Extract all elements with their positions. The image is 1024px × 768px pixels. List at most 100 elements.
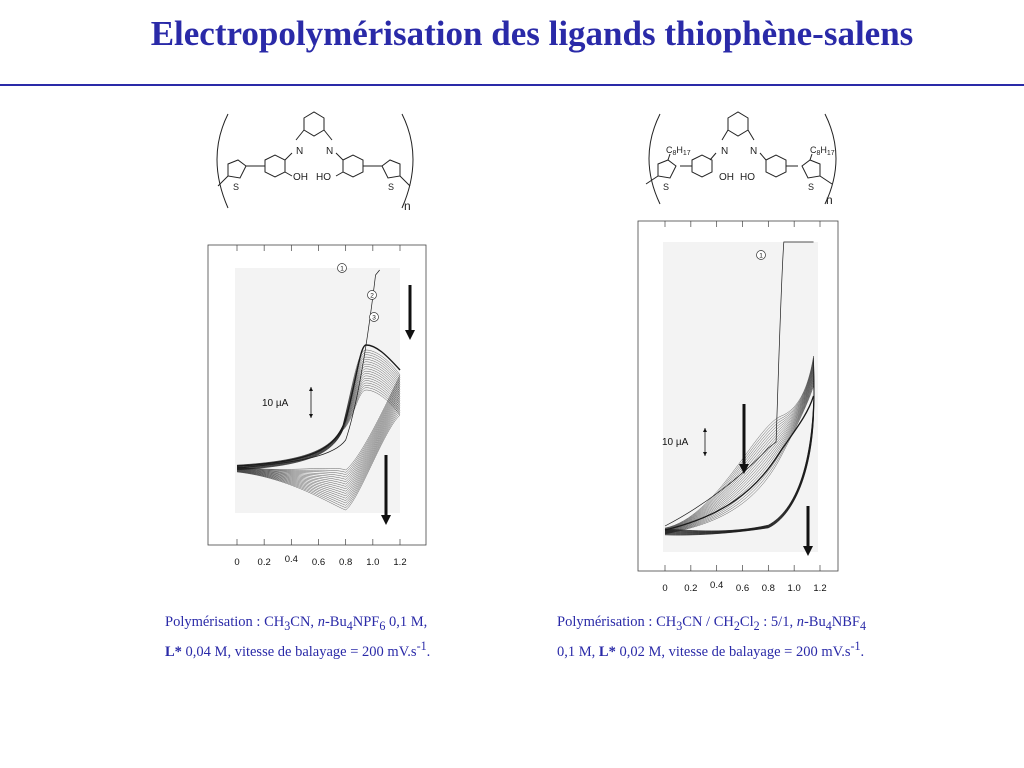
right-n2: N <box>750 146 757 157</box>
cv-anodic-trace <box>236 375 401 469</box>
cv-anodic-trace <box>236 389 401 471</box>
cv-cathodic-trace <box>236 374 401 471</box>
right-oh: OH <box>719 172 734 183</box>
cv-cathodic-trace <box>236 393 401 490</box>
cv-cathodic-trace <box>236 400 401 497</box>
cv-anodic-trace <box>664 366 814 531</box>
right-structure: C8H17 C8H17 N N OH HO S S n <box>645 111 837 207</box>
cycle-marker-2 <box>367 290 377 300</box>
cv-anodic-trace <box>664 363 814 530</box>
cv-anodic-trace <box>664 355 814 529</box>
left-oh: OH <box>293 172 308 183</box>
current-scale-bar-label: 10 µA <box>262 398 289 409</box>
right-sub1: C8H17 <box>666 145 691 157</box>
right-n1: N <box>721 146 728 157</box>
left-caption-line-2: L* 0,04 M, vitesse de balayage = 200 mV.… <box>165 638 431 660</box>
cycle-marker-3-label: 3 <box>372 315 376 322</box>
cv-cathodic-trace <box>236 405 401 501</box>
current-scale-bar-label: 10 µA <box>662 437 689 448</box>
title-divider <box>0 84 1024 86</box>
plot-frame <box>637 220 839 572</box>
right-repeat-n: n <box>826 193 833 207</box>
cv-anodic-trace <box>236 387 401 470</box>
left-n2: N <box>326 146 333 157</box>
cv-cathodic-trace <box>236 410 401 506</box>
left-ho: HO <box>316 172 331 183</box>
cv-traces <box>236 269 401 511</box>
cycle-marker-1 <box>337 263 347 273</box>
x-tick-label: 1.2 <box>393 557 406 568</box>
cycle-marker-1-label: 1 <box>759 253 763 260</box>
cv-cathodic-trace <box>236 407 401 504</box>
cycle-marker-1-label: 1 <box>340 266 344 273</box>
right-cv-chart: 0 0.2 0.4 0.6 0.8 1.0 1.2 1 10 µA <box>637 220 839 594</box>
cv-anodic-trace <box>664 357 814 529</box>
cv-anodic-trace <box>664 364 814 530</box>
cv-anodic-trace <box>236 385 401 470</box>
cv-cathodic-trace <box>236 379 401 475</box>
cycle-marker-3 <box>369 312 379 322</box>
cv-anodic-trace <box>664 371 814 532</box>
cv-cathodic-trace <box>236 381 401 478</box>
x-tick-label: 0.2 <box>258 557 271 568</box>
cv-cathodic-trace <box>236 386 401 483</box>
scan-arrow-left-head <box>739 464 749 474</box>
cv-traces <box>664 241 815 536</box>
cv-cathodic-trace <box>236 398 401 494</box>
cv-bold-cycle <box>236 344 401 467</box>
x-tick-label: 0.6 <box>736 583 749 594</box>
left-repeat-n: n <box>404 199 411 213</box>
left-s1: S <box>233 182 239 192</box>
right-sub2: C8H17 <box>810 145 835 157</box>
x-tick-label: 0.8 <box>762 583 775 594</box>
cv-anodic-trace <box>236 373 401 469</box>
x-tick-label: 0.6 <box>312 557 325 568</box>
cv-cathodic-trace <box>236 396 401 492</box>
left-caption: Polymérisation : CH3CN, n-Bu4NPF6 0,1 M,… <box>165 612 430 662</box>
cv-cathodic-trace <box>236 414 401 511</box>
cv-anodic-trace <box>664 382 814 534</box>
cv-anodic-trace <box>664 384 814 534</box>
left-s2: S <box>388 182 394 192</box>
right-s1: S <box>663 182 669 192</box>
x-axis: 0 0.2 0.4 0.6 0.8 1.0 1.2 <box>234 245 407 568</box>
scan-background <box>663 242 818 552</box>
cv-anodic-trace <box>664 373 814 532</box>
cv-anodic-trace <box>236 349 401 466</box>
cycle-marker-1 <box>756 250 766 260</box>
cv-anodic-trace <box>664 361 814 530</box>
x-tick-label: 0.4 <box>710 580 723 591</box>
plot-frame <box>207 244 427 546</box>
cv-cathodic-trace <box>664 355 815 531</box>
cv-anodic-trace <box>664 359 814 529</box>
cv-anodic-trace <box>236 354 401 466</box>
cv-anodic-trace <box>664 378 814 533</box>
left-n1: N <box>296 146 303 157</box>
right-caption-line-2: 0,1 M, L* 0,02 M, vitesse de balayage = … <box>557 638 865 660</box>
x-tick-label: 0 <box>662 583 667 594</box>
x-tick-label: 0.4 <box>285 554 298 565</box>
scan-arrow-right-head <box>803 546 813 556</box>
cycle-marker-2-label: 2 <box>370 293 374 300</box>
cv-cathodic-trace <box>236 391 401 487</box>
current-scale-bar-bottom <box>309 414 313 418</box>
cv-first-cycle <box>236 269 380 469</box>
cv-first-cycle <box>664 241 814 527</box>
cv-anodic-trace <box>664 368 814 531</box>
cv-anodic-trace <box>664 385 814 535</box>
x-tick-label: 1.0 <box>366 557 379 568</box>
current-scale-bar-top <box>703 428 707 432</box>
cv-cathodic-trace <box>236 384 401 480</box>
right-caption-line-1: Polymérisation : CH3CN / CH2Cl2 : 5/1, n… <box>557 614 867 633</box>
cv-anodic-trace <box>236 382 401 470</box>
cv-anodic-trace <box>236 370 401 468</box>
right-caption: Polymérisation : CH3CN / CH2Cl2 : 5/1, n… <box>557 612 866 662</box>
right-s2: S <box>808 182 814 192</box>
cv-cathodic-trace <box>236 403 401 499</box>
left-cv-chart: 0 0.2 0.4 0.6 0.8 1.0 1.2 1 2 3 10 µA <box>207 244 427 568</box>
cv-cathodic-trace <box>236 412 401 508</box>
current-scale-bar-bottom <box>703 452 707 456</box>
slide-title: Electropolymérisation des ligands thioph… <box>150 14 914 53</box>
current-scale-bar-top <box>309 387 313 391</box>
cv-anodic-trace <box>236 352 401 466</box>
